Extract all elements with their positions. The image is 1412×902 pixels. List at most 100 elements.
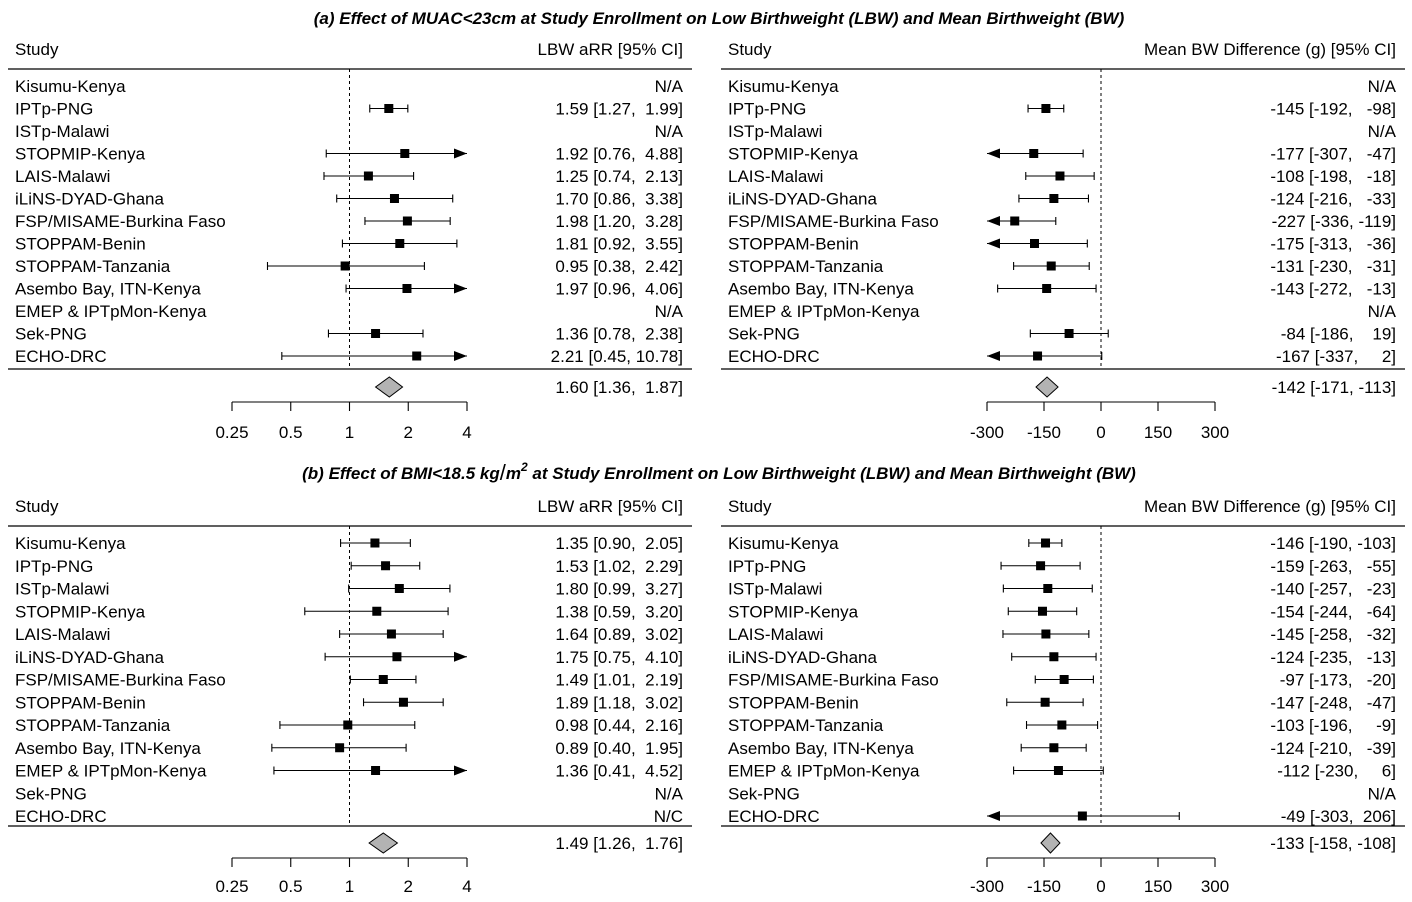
panel-b-right-ci-arrow-left [987, 811, 1000, 821]
panel-a-right-ci-arrow-left [987, 351, 1000, 361]
panel-b-left-estimate-label: N/C [654, 807, 683, 826]
panel-a-left-point-estimate [395, 239, 405, 248]
panel-a-left-point-estimate [340, 261, 350, 271]
panel-a-right-ci-arrow-left [987, 148, 1000, 159]
panel-a-left-point-estimate [402, 216, 412, 226]
panel-b-left-estimate-label: 1.38 [0.59, 3.20] [555, 602, 683, 621]
panel-b-right-estimate-label: -147 [-248, -47] [1270, 693, 1396, 712]
panel-a-left-x-tick-label: 4 [462, 423, 471, 442]
panel-b-left-estimate-label: 1.53 [1.02, 2.29] [555, 557, 683, 576]
panel-b-right-x-tick-label: -150 [1027, 877, 1061, 896]
panel-b-left-x-tick-label: 1 [345, 877, 354, 896]
panel-a-left-x-tick-label: 0.5 [279, 423, 303, 442]
panel-a-right-estimate-label: -84 [-186, 19] [1281, 325, 1396, 344]
panel-a-left-study-label: STOPPAM-Tanzania [15, 257, 171, 276]
panel-a-right-point-estimate [1064, 329, 1074, 338]
panel-a-right-estimate-label: -227 [-336, -119] [1272, 212, 1396, 231]
panel-b-left-study-label: EMEP & IPTpMon-Kenya [15, 762, 207, 781]
panel-a-right-study-label: EMEP & IPTpMon-Kenya [728, 302, 920, 321]
panel-a-right-study-label: Asembo Bay, ITN-Kenya [728, 280, 914, 299]
panel-b-left-study-label: ISTp-Malawi [15, 580, 109, 599]
panel-a-left-estimate-label: N/A [655, 302, 684, 321]
panel-a-left-estimate-label: 1.81 [0.92, 3.55] [555, 235, 683, 254]
panel-b-left-estimate-label: 0.89 [0.40, 1.95] [555, 739, 683, 758]
panel-b-right-study-label: FSP/MISAME-Burkina Faso [728, 671, 939, 690]
panel-b-title: (b) Effect of BMI<18.5 kg/m2 at Study En… [302, 460, 1136, 485]
panel-a-left-study-header: Study [15, 40, 59, 59]
panel-a-left-study-label: iLiNS-DYAD-Ghana [15, 190, 165, 209]
panel-a-right-pooled-label: -142 [-171, -113] [1272, 378, 1396, 397]
panel-b-left-study-label: Sek-PNG [15, 784, 87, 803]
panel-b-right-study-label: Asembo Bay, ITN-Kenya [728, 739, 914, 758]
panel-a-right-estimate-label: N/A [1368, 302, 1397, 321]
panel-a-left-ci-arrow-right [454, 283, 467, 294]
panel-b-right-point-estimate [1053, 766, 1063, 775]
panel-a-right-point-estimate [1029, 149, 1039, 158]
panel-b-left-study-label: ECHO-DRC [15, 807, 107, 826]
panel-a-right-study-label: ECHO-DRC [728, 347, 820, 366]
panel-a-right-x-tick-label: 0 [1096, 423, 1105, 442]
panel-b-right-study-label: STOPPAM-Benin [728, 693, 859, 712]
panel-b-right-estimate-label: -124 [-235, -13] [1270, 648, 1396, 667]
panel-a-left-point-estimate [412, 351, 422, 361]
panel-a-right-study-label: STOPPAM-Benin [728, 235, 859, 254]
panel-a-right-point-estimate [1030, 239, 1039, 248]
panel-b-left-pooled-diamond [368, 832, 399, 854]
panel-b-left-point-estimate [392, 652, 402, 662]
panel-a-left-stat-header: LBW aRR [95% CI] [538, 40, 684, 59]
panel-b-right-study-label: iLiNS-DYAD-Ghana [728, 648, 878, 667]
panel-a-left-study-label: ECHO-DRC [15, 347, 107, 366]
panel-a-left-study-label: ISTp-Malawi [15, 122, 109, 141]
panel-b-right-estimate-label: -146 [-190, -103] [1270, 534, 1396, 553]
panel-b-right-estimate-label: -124 [-210, -39] [1270, 739, 1396, 758]
panel-a-right-point-estimate [1055, 171, 1065, 181]
panel-b-right-estimate-label: N/A [1368, 784, 1397, 803]
panel-b-right-point-estimate [1077, 811, 1087, 821]
panel-a-left-x-tick-label: 1 [345, 423, 354, 442]
panel-b-title-main: (b) Effect of BMI<18.5 kg [302, 464, 500, 483]
panel-a-left-estimate-label: 1.70 [0.86, 3.38] [555, 190, 683, 209]
panel-b-title-rest: at Study Enrollment on Low Birthweight (… [528, 464, 1137, 483]
panel-a-right-x-tick-label: -150 [1027, 423, 1061, 442]
panel-a-left-estimate-label: 1.98 [1.20, 3.28] [555, 212, 683, 231]
panel-b-right-x-tick-label: 300 [1201, 877, 1229, 896]
panel-a-left-study-label: STOPPAM-Benin [15, 235, 146, 254]
panel-a-left-estimate-label: 1.92 [0.76, 4.88] [555, 145, 683, 164]
panel-a-right-pooled-diamond [1035, 376, 1059, 398]
panel-b-left-estimate-label: N/A [655, 784, 684, 803]
panel-a-right-stat-header: Mean BW Difference (g) [95% CI] [1144, 40, 1396, 59]
panel-b-left-point-estimate [394, 584, 404, 593]
panel-a-right-point-estimate [1010, 216, 1020, 226]
panel-b-title-slash: / [500, 460, 507, 485]
panel-b-right-x-tick-label: 0 [1096, 877, 1105, 896]
panel-b-left-point-estimate [386, 629, 396, 639]
panel-b-right-study-label: LAIS-Malawi [728, 625, 823, 644]
panel-b-left-point-estimate [372, 606, 382, 616]
panel-b-right-point-estimate [1049, 652, 1059, 662]
panel-a-right-study-label: STOPMIP-Kenya [728, 145, 859, 164]
panel-a-right-point-estimate [1033, 351, 1043, 361]
panel-a-left-study-label: Sek-PNG [15, 325, 87, 344]
panel-b-left-study-label: Kisumu-Kenya [15, 534, 126, 553]
panel-a-right-estimate-label: -143 [-272, -13] [1270, 280, 1396, 299]
panel-b-left-study-label: Asembo Bay, ITN-Kenya [15, 739, 201, 758]
panel-b-left-study-header: Study [15, 497, 59, 516]
panel-b-right-point-estimate [1059, 675, 1069, 684]
panel-a-left-estimate-label: N/A [655, 77, 684, 96]
panel-b-right-pooled-label: -133 [-158, -108] [1270, 834, 1396, 853]
panel-a-left-point-estimate [389, 194, 399, 203]
panel-b-right-estimate-label: -159 [-263, -55] [1270, 557, 1396, 576]
panel-a-right-point-estimate [1049, 194, 1059, 203]
panel-b-right-study-label: ECHO-DRC [728, 807, 820, 826]
panel-a-left-point-estimate [363, 171, 373, 181]
panel-b-right-estimate-label: -103 [-196, -9] [1270, 716, 1396, 735]
panel-a-left-study-label: Asembo Bay, ITN-Kenya [15, 280, 201, 299]
panel-b-right-study-header: Study [728, 497, 772, 516]
panel-a-right-ci-arrow-left [987, 216, 1000, 226]
panel-b-left-point-estimate [343, 720, 353, 730]
panel-b-left-study-label: iLiNS-DYAD-Ghana [15, 648, 165, 667]
panel-b-left-estimate-label: 1.80 [0.99, 3.27] [555, 580, 683, 599]
panel-a-left-pooled-diamond [374, 376, 404, 398]
panel-b-left-ci-arrow-right [454, 765, 467, 776]
